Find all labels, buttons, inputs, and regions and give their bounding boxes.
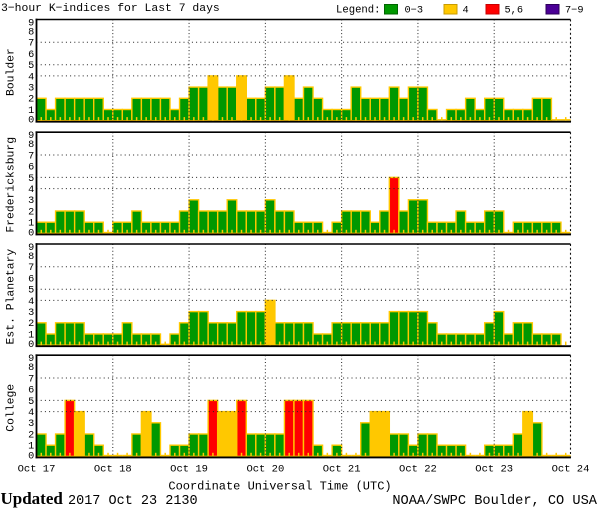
svg-text:5: 5 [28,61,34,72]
svg-text:8: 8 [28,363,34,374]
svg-text:1: 1 [28,330,34,341]
svg-text:4: 4 [28,408,34,419]
svg-text:9: 9 [28,18,34,29]
svg-text:6: 6 [28,274,34,285]
svg-text:2: 2 [28,319,34,330]
svg-text:7: 7 [28,39,34,50]
svg-text:6: 6 [28,163,34,174]
svg-text:Oct 18: Oct 18 [94,464,132,476]
svg-text:3−hour K−indices for Last 7 da: 3−hour K−indices for Last 7 days [1,3,220,15]
svg-text:Oct 17: Oct 17 [18,464,56,476]
svg-text:Oct 20: Oct 20 [246,464,284,476]
svg-text:0: 0 [28,451,34,462]
svg-text:0: 0 [28,340,34,351]
svg-text:9: 9 [28,354,34,365]
svg-text:6: 6 [28,386,34,397]
svg-text:9: 9 [28,131,34,142]
svg-text:Oct 23: Oct 23 [475,464,513,476]
svg-text:Est. Planetary: Est. Planetary [6,249,18,345]
svg-text:5: 5 [28,174,34,185]
svg-text:Oct 22: Oct 22 [399,464,437,476]
svg-text:4: 4 [28,185,34,196]
svg-text:3: 3 [28,196,34,207]
svg-text:7: 7 [28,151,34,162]
svg-text:2: 2 [28,207,34,218]
svg-text:4: 4 [28,297,34,308]
svg-text:0: 0 [28,116,34,127]
svg-text:Coordinate Universal Time (UTC: Coordinate Universal Time (UTC) [168,480,391,494]
svg-text:7: 7 [28,263,34,274]
svg-text:9: 9 [28,243,34,254]
svg-text:Oct 21: Oct 21 [323,464,361,476]
svg-text:8: 8 [28,28,34,39]
svg-text:0: 0 [28,228,34,239]
svg-text:2017 Oct 23 2130: 2017 Oct 23 2130 [68,494,198,509]
svg-text:7−9: 7−9 [565,5,584,17]
svg-text:College: College [6,384,18,432]
svg-text:3: 3 [28,308,34,319]
svg-text:5: 5 [28,397,34,408]
svg-text:Updated: Updated [1,489,64,508]
svg-text:7: 7 [28,374,34,385]
svg-text:Fredericksburg: Fredericksburg [6,137,18,233]
svg-text:Boulder: Boulder [6,48,18,96]
svg-text:1: 1 [28,106,34,117]
svg-text:Oct 24: Oct 24 [552,464,590,476]
svg-text:3: 3 [28,419,34,430]
svg-text:8: 8 [28,252,34,263]
svg-text:NOAA/SWPC Boulder, CO USA: NOAA/SWPC Boulder, CO USA [392,494,597,509]
svg-text:5: 5 [28,286,34,297]
svg-text:4: 4 [28,72,34,83]
svg-text:4: 4 [463,5,469,17]
svg-text:0−3: 0−3 [405,5,424,17]
svg-text:2: 2 [28,430,34,441]
svg-text:5,6: 5,6 [505,5,524,17]
svg-text:Oct 19: Oct 19 [170,464,208,476]
svg-text:6: 6 [28,50,34,61]
svg-text:2: 2 [28,95,34,106]
svg-text:8: 8 [28,140,34,151]
svg-text:1: 1 [28,442,34,453]
svg-text:3: 3 [28,84,34,95]
svg-text:Legend:: Legend: [336,5,381,17]
svg-text:1: 1 [28,219,34,230]
